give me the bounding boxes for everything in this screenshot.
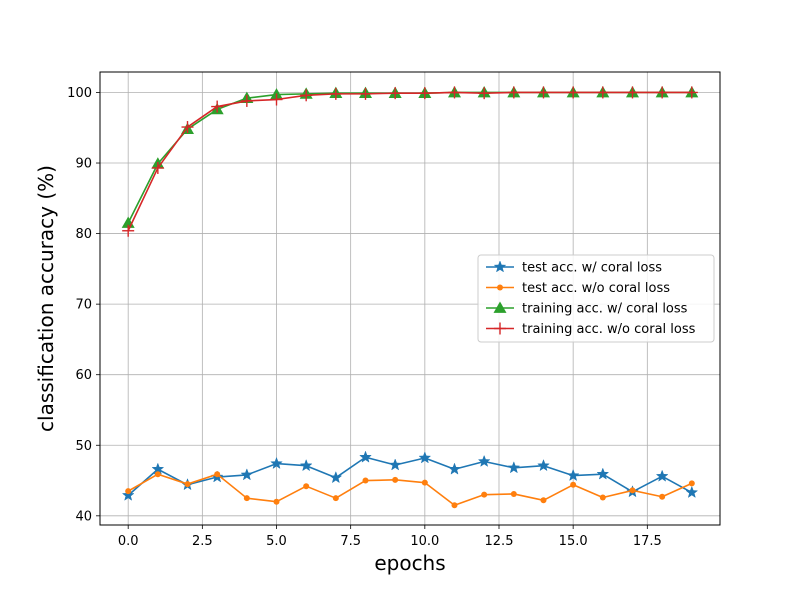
legend: test acc. w/ coral loss test acc. w/o cor…	[477, 254, 715, 343]
series-line	[127, 456, 693, 496]
data-point	[448, 86, 461, 99]
data-point	[478, 87, 491, 100]
x-axis-label: epochs	[374, 551, 445, 575]
data-point	[510, 490, 517, 497]
data-point	[685, 86, 698, 99]
series-group	[121, 85, 699, 509]
data-point	[211, 100, 224, 113]
data-point	[418, 451, 432, 464]
x-tick-label: 12.5	[485, 534, 514, 549]
data-point	[389, 87, 402, 100]
plot-frame	[99, 71, 721, 526]
legend-marker	[497, 284, 503, 291]
data-point	[599, 494, 606, 501]
data-point	[570, 481, 577, 488]
data-point	[566, 468, 580, 482]
x-tick-label: 2.5	[192, 534, 213, 549]
data-point	[270, 456, 283, 470]
data-point	[122, 224, 135, 237]
legend-marker	[493, 260, 507, 273]
data-point	[507, 86, 520, 99]
data-point	[596, 467, 610, 480]
y-tick-label: 40	[75, 509, 92, 524]
data-point	[151, 161, 164, 174]
data-point	[507, 461, 521, 474]
series-2	[125, 471, 695, 509]
x-tick-label: 17.5	[633, 534, 662, 549]
y-tick-label: 70	[75, 298, 92, 313]
legend-item: training acc. w/ coral loss	[486, 301, 688, 317]
legend-item: training acc. w/o coral loss	[486, 322, 696, 337]
data-point	[332, 495, 339, 502]
data-point	[125, 488, 132, 495]
axis-ticks: 0.0 2.5 5.0 7.5 10.0 12.5 15.0 17.5 40 50 60 70 80 90…	[67, 86, 662, 549]
data-point	[300, 89, 313, 102]
data-point	[596, 86, 609, 99]
data-point	[121, 488, 135, 501]
series-line	[127, 473, 693, 507]
legend-label: training acc. w/o coral loss	[522, 322, 696, 337]
x-tick-label: 5.0	[266, 534, 287, 549]
data-point	[273, 498, 280, 505]
data-point	[629, 487, 636, 494]
data-point	[240, 468, 254, 481]
data-point	[181, 121, 194, 134]
data-point	[184, 481, 191, 488]
data-point	[626, 86, 639, 99]
data-point	[567, 86, 580, 99]
data-point	[329, 471, 343, 484]
data-point	[451, 502, 458, 509]
data-point	[359, 450, 372, 463]
y-axis-label: classification accuracy (%)	[34, 165, 58, 432]
series-4	[122, 86, 698, 237]
x-tick-label: 0.0	[118, 534, 139, 549]
y-tick-label: 80	[75, 227, 92, 242]
legend-marker	[493, 301, 507, 313]
legend-box	[477, 254, 715, 343]
data-point	[540, 497, 547, 504]
x-tick-label: 15.0	[559, 534, 588, 549]
legend-item: test acc. w/ coral loss	[486, 260, 662, 276]
data-point	[537, 86, 550, 99]
x-tick-label: 7.5	[340, 534, 361, 549]
data-point	[477, 454, 491, 467]
y-tick-label: 90	[75, 157, 92, 172]
data-point	[685, 485, 699, 498]
y-tick-label: 60	[75, 368, 92, 383]
legend-label: training acc. w/ coral loss	[522, 302, 688, 317]
data-point	[359, 87, 372, 100]
data-point	[537, 459, 550, 472]
data-point	[303, 483, 310, 490]
data-point	[329, 87, 342, 100]
data-point	[688, 480, 695, 487]
data-point	[154, 471, 161, 478]
y-tick-label: 50	[75, 439, 92, 454]
data-point	[418, 87, 431, 100]
legend-label: test acc. w/o coral loss	[522, 281, 670, 296]
data-point	[299, 459, 313, 472]
data-point	[214, 471, 221, 478]
data-point	[659, 493, 666, 500]
legend-marker	[494, 322, 506, 335]
data-point	[243, 495, 250, 502]
legend-item: test acc. w/o coral loss	[486, 281, 670, 296]
data-point	[421, 479, 428, 486]
data-point	[656, 86, 669, 99]
data-point	[392, 476, 399, 483]
data-point	[655, 469, 669, 482]
data-point	[388, 458, 402, 471]
x-tick-label: 10.0	[410, 534, 439, 549]
data-point	[481, 491, 488, 498]
legend-label: test acc. w/ coral loss	[522, 261, 662, 276]
data-point	[240, 94, 253, 107]
data-point	[270, 93, 283, 106]
data-point	[362, 477, 369, 484]
data-point	[448, 462, 461, 475]
y-tick-label: 100	[67, 86, 92, 101]
